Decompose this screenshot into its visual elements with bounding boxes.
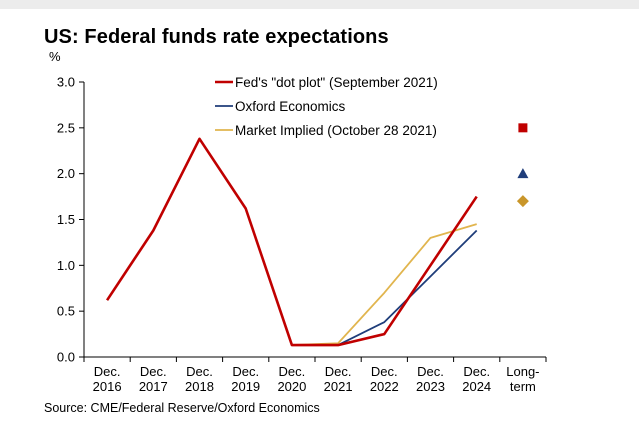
y-tick-label: 2.5 <box>57 120 75 135</box>
x-tick-label: Long-term <box>506 364 539 394</box>
series-lines <box>106 137 478 347</box>
y-tick-label: 2.0 <box>57 166 75 181</box>
x-tick-label-line: 2023 <box>416 379 445 394</box>
x-tick-label: Dec. 2016 <box>93 364 122 394</box>
legend: Fed's "dot plot" (September 2021) Oxford … <box>215 75 438 138</box>
y-tick-label: 0.5 <box>57 304 75 319</box>
y-axis-label: % <box>49 49 61 64</box>
x-tick-label: Dec. 2021 <box>324 364 353 394</box>
long-term-marker-diamond <box>516 195 529 208</box>
x-tick-label-line: 2016 <box>93 379 122 394</box>
x-tick-label-line: Long- <box>506 364 539 379</box>
x-tick-label-line: Dec. <box>186 364 213 379</box>
x-tick-label-line: 2022 <box>370 379 399 394</box>
source-note: Source: CME/Federal Reserve/Oxford Econo… <box>44 401 320 415</box>
x-tick-label: Dec. 2019 <box>231 364 260 394</box>
x-tick-label-line: Dec. <box>279 364 306 379</box>
long-term-marker-triangle <box>517 168 529 179</box>
x-tick-label: Dec. 2022 <box>370 364 399 394</box>
x-tick-label-line: Dec. <box>325 364 352 379</box>
x-tick-label-line: 2024 <box>462 379 491 394</box>
legend-label: Oxford Economics <box>235 99 346 114</box>
series-line <box>106 137 478 346</box>
long-term-markers <box>516 123 529 208</box>
x-tick-label: Dec. 2020 <box>277 364 306 394</box>
x-tick-label: Dec. 2023 <box>416 364 445 394</box>
chart-title: US: Federal funds rate expectations <box>44 26 389 48</box>
legend-label: Fed's "dot plot" (September 2021) <box>235 75 438 90</box>
y-tick-label: 3.0 <box>57 75 75 90</box>
series-line <box>106 137 478 347</box>
x-tick-label-line: Dec. <box>94 364 121 379</box>
x-tick-label-line: Dec. <box>371 364 398 379</box>
y-tick-label: 1.5 <box>57 212 75 227</box>
x-tick-label-line: Dec. <box>463 364 490 379</box>
x-tick-label: Dec. 2017 <box>139 364 168 394</box>
long-term-marker-square <box>518 123 528 133</box>
x-tick-label-line: 2017 <box>139 379 168 394</box>
y-tick-label: 1.0 <box>57 258 75 273</box>
x-tick-label-line: Dec. <box>140 364 167 379</box>
top-bar <box>0 0 639 9</box>
x-tick-label-line: Dec. <box>417 364 444 379</box>
x-tick-label: Dec. 2024 <box>462 364 491 394</box>
y-tick-label: 0.0 <box>57 350 75 365</box>
legend-label: Market Implied (October 28 2021) <box>235 123 437 138</box>
x-tick-label-line: 2021 <box>324 379 353 394</box>
y-ticks: 0.0 0.5 1.0 1.5 2.0 2.5 3.0 <box>57 75 84 365</box>
x-tick-label-line: Dec. <box>232 364 259 379</box>
series-line <box>106 137 477 346</box>
x-tick-label-line: term <box>510 379 536 394</box>
x-tick-label-line: 2019 <box>231 379 260 394</box>
x-tick-label-line: 2020 <box>277 379 306 394</box>
x-tick-label: Dec. 2018 <box>185 364 214 394</box>
x-tick-label-line: 2018 <box>185 379 214 394</box>
